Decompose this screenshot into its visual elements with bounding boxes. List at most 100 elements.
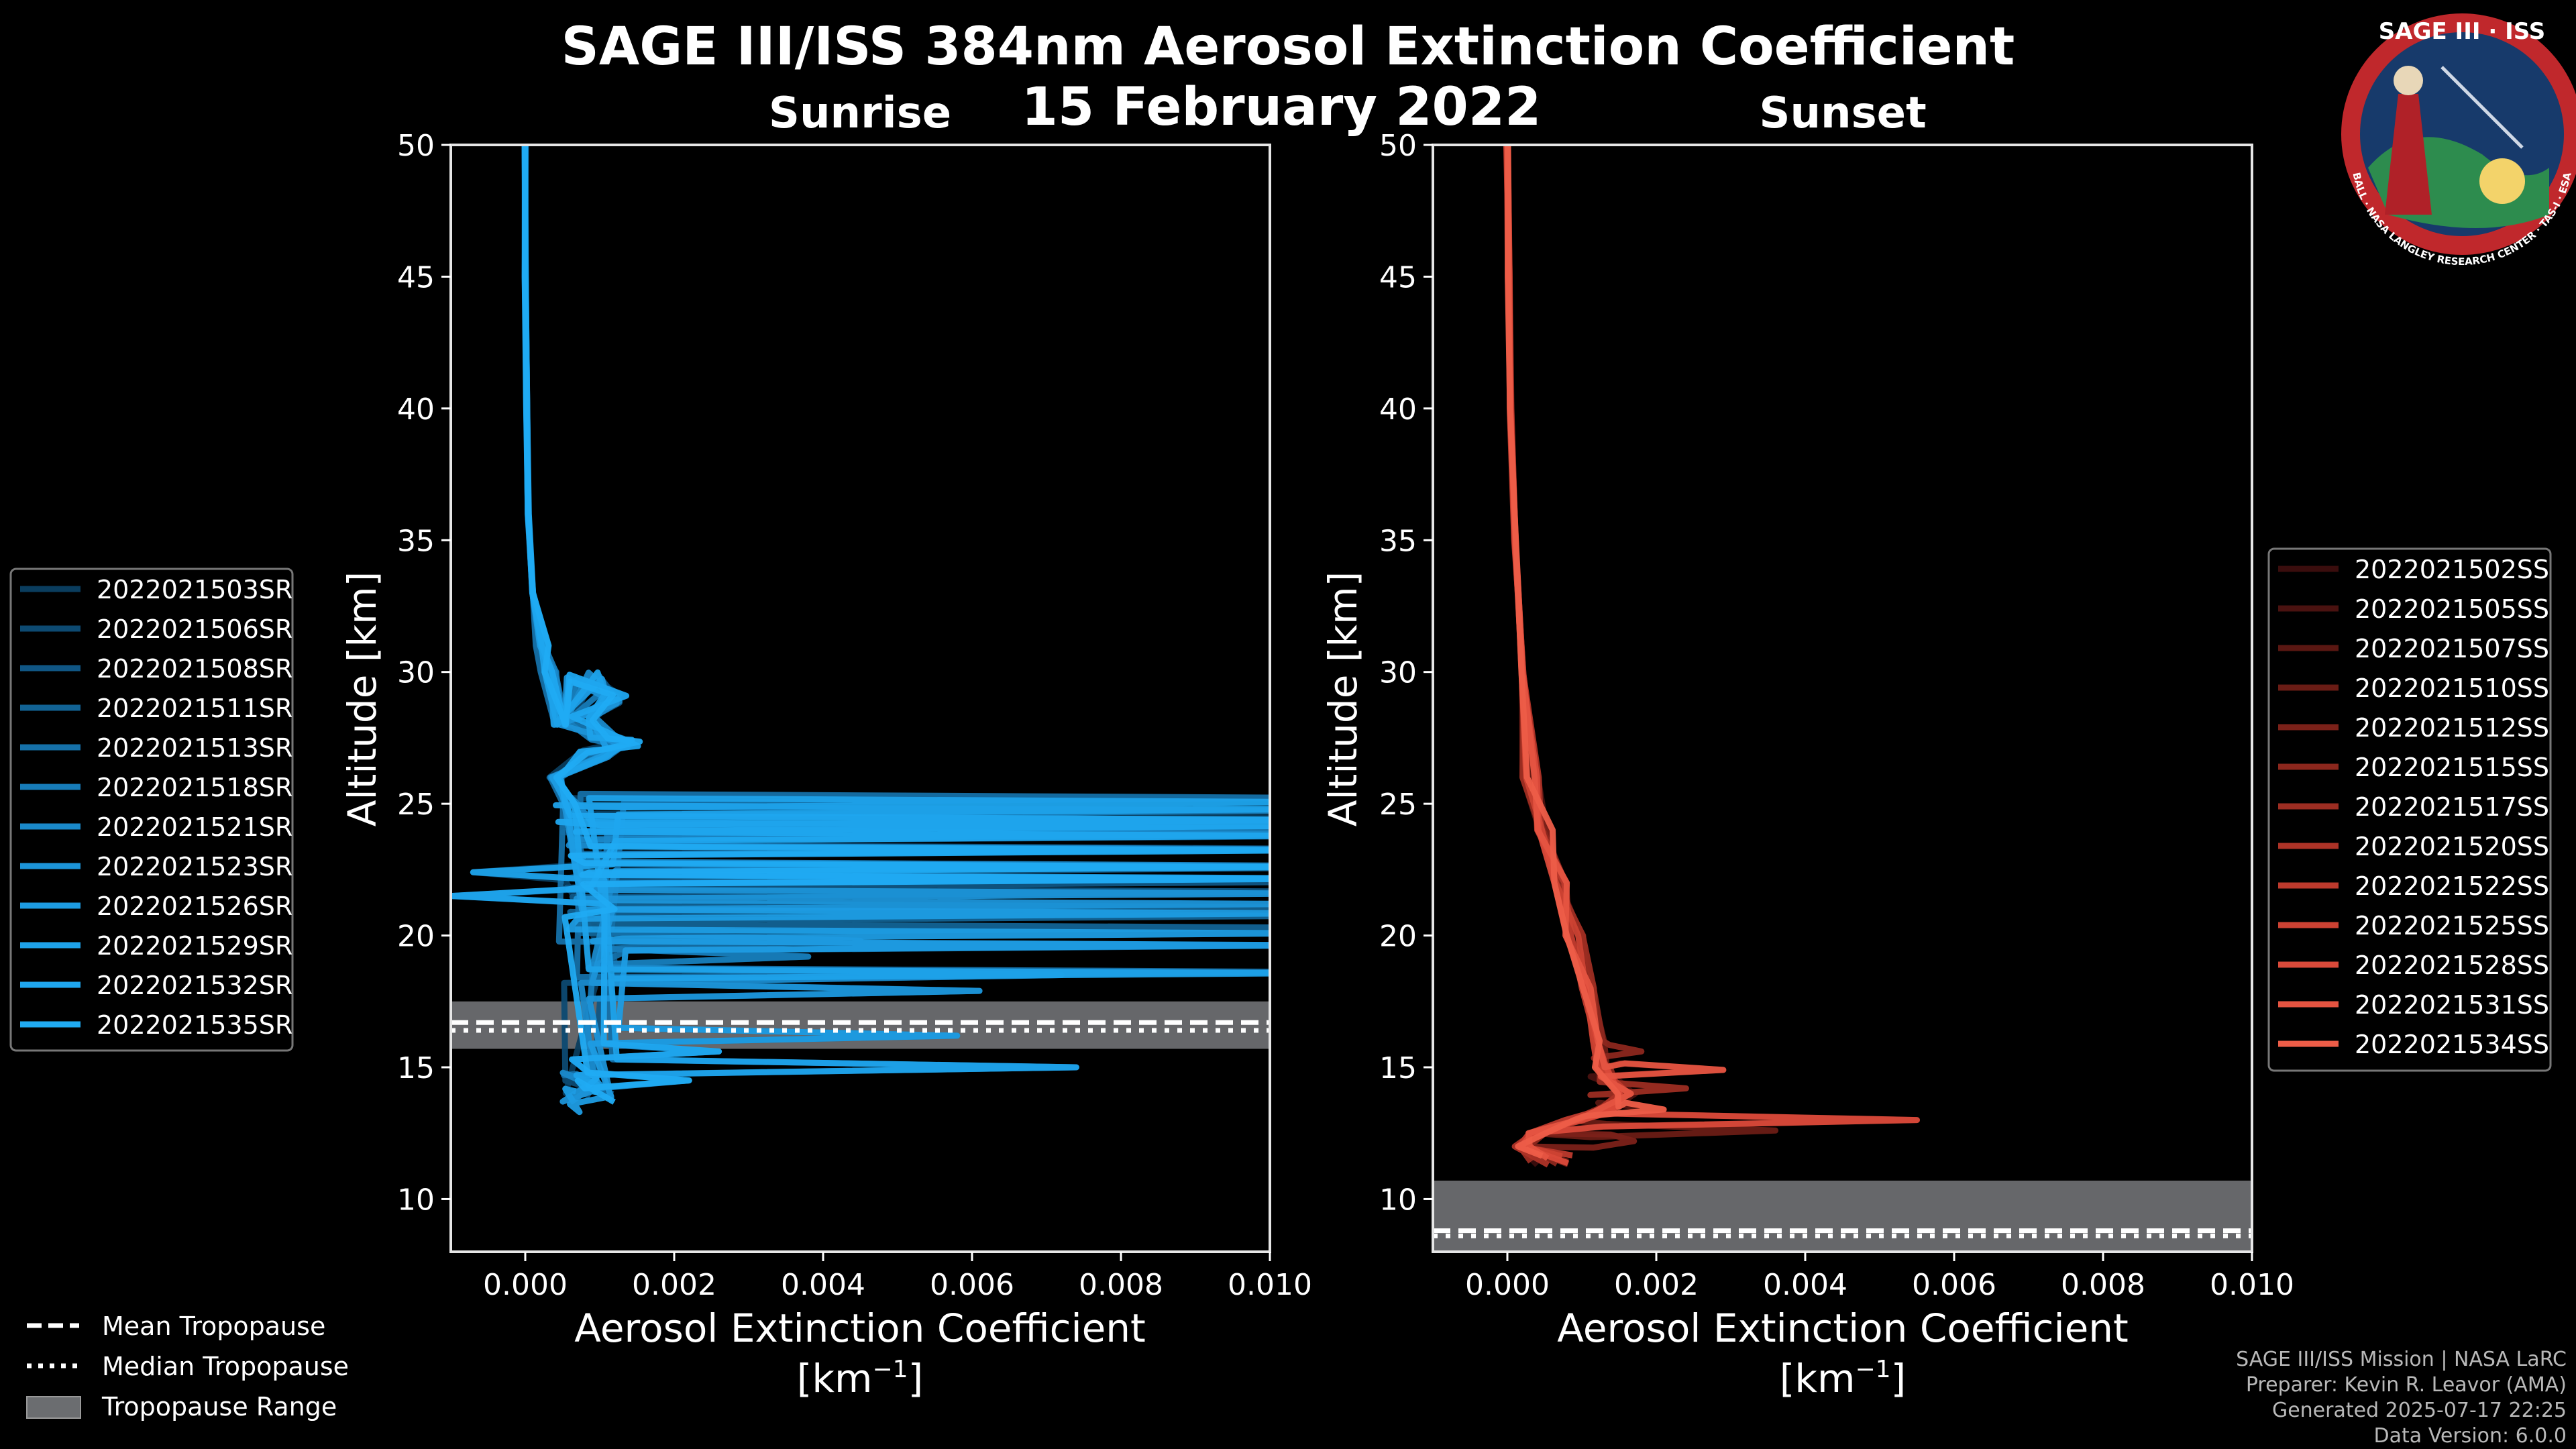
legend-label-2022021522SS: 2022021522SS <box>2355 871 2549 901</box>
x-tick-label: 0.004 <box>781 1268 865 1302</box>
tropopause-range-label: Tropopause Range <box>101 1392 337 1421</box>
y-tick-label: 15 <box>1379 1051 1417 1085</box>
sunset-panel: 0.000 0.002 0.004 0.006 0.008 0.010 10 15 20 25 30… <box>1379 129 2294 1302</box>
sunrise-ylabel: Altitude [km] <box>339 572 385 826</box>
legend-label-2022021507SS: 2022021507SS <box>2355 634 2549 663</box>
x-tick-label: 0.000 <box>1465 1268 1550 1302</box>
chart-date: 15 February 2022 <box>1022 77 1542 138</box>
legend-label-2022021508SR: 2022021508SR <box>97 654 292 684</box>
legend-label-2022021528SS: 2022021528SS <box>2355 951 2549 980</box>
sunset-subtitle: Sunset <box>1759 89 1926 138</box>
sunrise-subtitle: Sunrise <box>769 89 951 138</box>
series-line-2022021534SS <box>1505 145 1667 1159</box>
x-tick-label: 0.004 <box>1763 1268 1847 1302</box>
series-line-2022021528SS <box>1505 145 1920 1167</box>
series-line-2022021510SS <box>1505 145 1779 1165</box>
legend-label-2022021526SR: 2022021526SR <box>97 892 292 921</box>
legend-label-2022021523SR: 2022021523SR <box>97 852 292 881</box>
series-line-2022021505SS <box>1503 145 1727 1160</box>
y-tick-label: 30 <box>1379 656 1417 690</box>
credit-mission: SAGE III/ISS Mission | NASA LaRC <box>2236 1348 2567 1371</box>
series-line-2022021513SR <box>522 145 1270 1103</box>
tropopause-range-band <box>1433 1180 2252 1252</box>
credit-generated: Generated 2025-07-17 22:25 <box>2272 1399 2567 1422</box>
x-tick-label: 0.002 <box>632 1268 716 1302</box>
y-tick-label: 25 <box>1379 788 1417 822</box>
legend-label-2022021534SS: 2022021534SS <box>2355 1030 2549 1059</box>
series-line-2022021522SS <box>1503 145 1632 1159</box>
logo-beam-line <box>2440 66 2524 149</box>
x-tick-label: 0.002 <box>1614 1268 1699 1302</box>
series-line-2022021535SR <box>521 145 1270 1105</box>
sunset-xlabel: Aerosol Extinction Coefficient <box>1557 1305 2129 1351</box>
logo-sun-shape <box>2479 158 2525 204</box>
logo-figure-shape <box>2385 94 2432 215</box>
series-line-2022021515SS <box>1503 145 1645 1167</box>
sunrise-legend: 2022021503SR 2022021506SR 2022021508SR 2022… <box>9 568 294 1052</box>
legend-label-2022021518SR: 2022021518SR <box>97 773 292 802</box>
series-line-2022021502SS <box>1504 145 1920 1167</box>
legend-label-2022021535SR: 2022021535SR <box>97 1010 292 1040</box>
legend-label-2022021532SR: 2022021532SR <box>97 971 292 1000</box>
y-tick-label: 45 <box>1379 260 1417 294</box>
x-tick-label: 0.010 <box>1228 1268 1312 1302</box>
tropopause-range-swatch <box>26 1396 81 1419</box>
legend-label-2022021502SS: 2022021502SS <box>2355 555 2549 584</box>
chart-title: SAGE III/ISS 384nm Aerosol Extinction Co… <box>561 17 2015 77</box>
median-tropopause-label: Median Tropopause <box>102 1352 349 1381</box>
series-line-2022021518SR <box>522 145 1270 1105</box>
sunrise-panel: 0.000 0.002 0.004 0.006 0.008 0.010 10 15 20 25 30… <box>397 129 1312 1302</box>
legend-label-2022021510SS: 2022021510SS <box>2355 674 2549 703</box>
legend-label-2022021520SS: 2022021520SS <box>2355 832 2549 861</box>
sunset-xlabel-unit: [km−1] <box>1780 1356 1906 1401</box>
plot-area <box>1433 145 2252 1252</box>
y-tick-label: 45 <box>397 260 435 294</box>
plot-frame <box>449 144 1271 1253</box>
y-tick-label: 15 <box>397 1051 435 1085</box>
y-tick-label: 50 <box>1379 129 1417 163</box>
legend-label-2022021506SR: 2022021506SR <box>97 614 292 644</box>
x-tick-label: 0.006 <box>1912 1268 1996 1302</box>
sage-iii-iss-logo: SAGE III · ISS BALL · NASA LANGLEY RESEA… <box>2341 13 2576 268</box>
series-line-2022021531SS <box>1505 145 1727 1161</box>
mean-tropopause-label: Mean Tropopause <box>102 1311 325 1341</box>
y-tick-label: 35 <box>397 524 435 558</box>
y-tick-label: 20 <box>1379 920 1417 954</box>
x-tick-label: 0.008 <box>2061 1268 2145 1302</box>
legend-label-2022021513SR: 2022021513SR <box>97 733 292 763</box>
legend-label-2022021525SS: 2022021525SS <box>2355 911 2549 941</box>
sunrise-legend-frame <box>9 568 294 1052</box>
legend-label-2022021521SR: 2022021521SR <box>97 812 292 842</box>
y-tick-label: 30 <box>397 656 435 690</box>
credit-preparer: Preparer: Kevin R. Leavor (AMA) <box>2246 1373 2567 1397</box>
legend-label-2022021511SR: 2022021511SR <box>97 694 292 723</box>
x-tick-label: 0.008 <box>1079 1268 1163 1302</box>
credit-version: Data Version: 6.0.0 <box>2374 1424 2567 1448</box>
sunset-legend: 2022021502SS 2022021505SS 2022021507SS 2022… <box>2267 547 2552 1072</box>
y-tick-label: 10 <box>1379 1183 1417 1217</box>
sunrise-xlabel-unit: [km−1] <box>797 1356 923 1401</box>
sunrise-xlabel: Aerosol Extinction Coefficient <box>574 1305 1146 1351</box>
y-tick-label: 35 <box>1379 524 1417 558</box>
x-tick-label: 0.010 <box>2210 1268 2294 1302</box>
legend-label-2022021515SS: 2022021515SS <box>2355 753 2549 782</box>
series-line-2022021508SR <box>522 145 1270 1099</box>
logo-figure-head <box>2394 66 2423 95</box>
x-tick-label: 0.000 <box>483 1268 568 1302</box>
legend-label-2022021505SS: 2022021505SS <box>2355 594 2549 624</box>
series-line-2022021512SS <box>1503 145 1638 1167</box>
y-tick-label: 50 <box>397 129 435 163</box>
y-tick-label: 25 <box>397 788 435 822</box>
legend-label-2022021531SS: 2022021531SS <box>2355 990 2549 1020</box>
y-tick-label: 40 <box>397 392 435 427</box>
legend-label-2022021529SR: 2022021529SR <box>97 931 292 961</box>
tropopause-range-band <box>451 1001 1270 1049</box>
y-tick-label: 40 <box>1379 392 1417 427</box>
logo-title: SAGE III · ISS <box>2379 18 2545 45</box>
sunset-ylabel: Altitude [km] <box>1320 572 1366 826</box>
y-tick-label: 10 <box>397 1183 435 1217</box>
series-line-2022021523SR <box>522 145 1270 1105</box>
legend-label-2022021517SS: 2022021517SS <box>2355 792 2549 822</box>
plot-frame <box>1432 144 2253 1253</box>
